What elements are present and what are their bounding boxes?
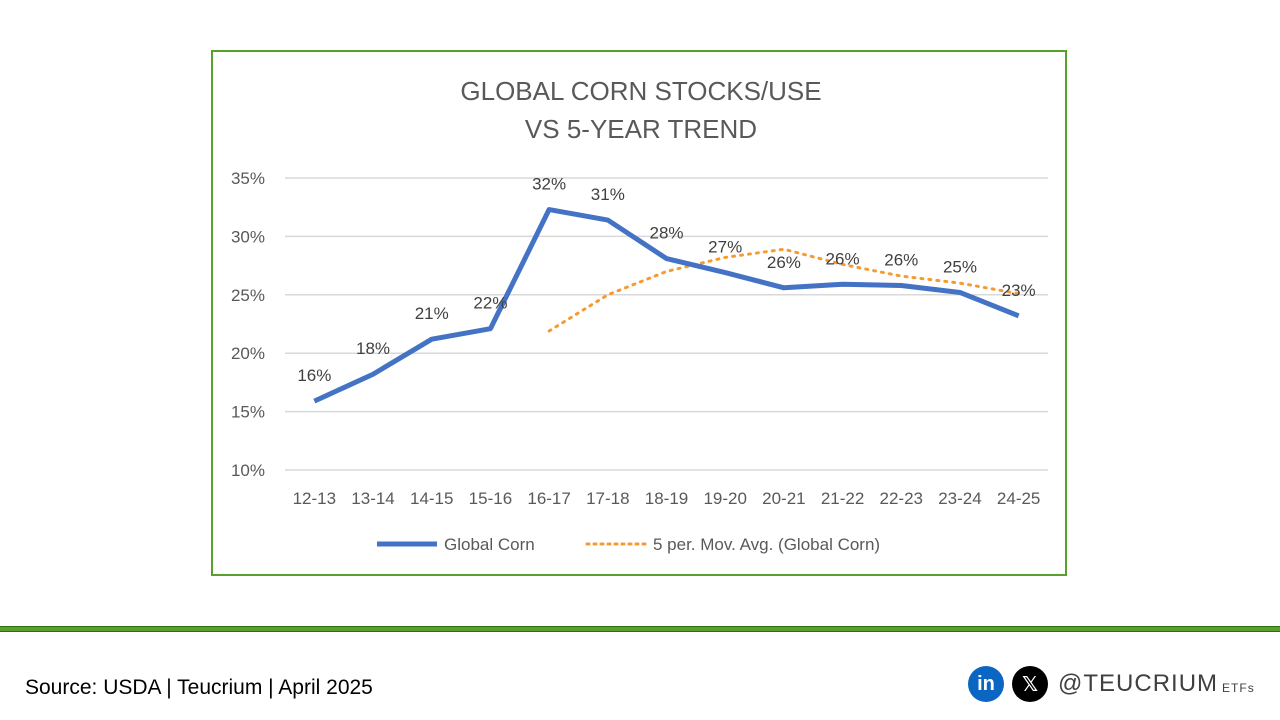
series-layer: [313, 207, 1021, 404]
linkedin-icon[interactable]: in: [968, 666, 1004, 702]
x-tick-label: 21-22: [821, 489, 864, 508]
y-tick-label: 25%: [231, 286, 265, 305]
data-label: 22%: [473, 294, 507, 313]
x-tick-label: 22-23: [880, 489, 923, 508]
data-label: 27%: [708, 238, 742, 257]
series-moving-average-line: [547, 247, 1021, 333]
x-tick-label: 24-25: [997, 489, 1040, 508]
x-tick-label: 13-14: [351, 489, 394, 508]
chart-frame: GLOBAL CORN STOCKS/USE VS 5-YEAR TREND 3…: [211, 50, 1067, 576]
social-links: in 𝕏 @TEUCRIUM ETFs: [968, 664, 1255, 704]
data-label: 23%: [1002, 281, 1036, 300]
x-tick-label: 14-15: [410, 489, 453, 508]
source-note: Source: USDA | Teucrium | April 2025: [25, 676, 373, 699]
x-tick-label: 20-21: [762, 489, 805, 508]
chart-svg: GLOBAL CORN STOCKS/USE VS 5-YEAR TREND 3…: [231, 76, 1048, 554]
y-tick-label: 20%: [231, 344, 265, 363]
x-axis-ticks: 12-13 13-14 14-15 15-16 16-17 17-18 18-19 19-20…: [293, 489, 1041, 508]
data-label: 21%: [415, 304, 449, 323]
x-tick-label: 17-18: [586, 489, 629, 508]
y-axis-ticks: 35% 30% 25% 20% 15% 10%: [231, 169, 265, 480]
y-tick-label: 10%: [231, 461, 265, 480]
x-tick-label: 15-16: [469, 489, 512, 508]
social-handle: @TEUCRIUM: [1058, 670, 1219, 697]
x-tick-label: 19-20: [703, 489, 746, 508]
data-label: 26%: [884, 250, 918, 269]
x-tick-label: 16-17: [527, 489, 570, 508]
data-label: 25%: [943, 257, 977, 276]
x-tick-label: 12-13: [293, 489, 336, 508]
data-label: 32%: [532, 175, 566, 194]
etfs-label: ETFs: [1222, 681, 1255, 695]
series-global-corn-line: [313, 207, 1020, 404]
data-label: 28%: [649, 224, 683, 243]
y-tick-label: 15%: [231, 403, 265, 422]
data-labels: 16% 18% 21% 22% 32% 31% 28% 27% 26% 26% 26% 25% 23%: [297, 175, 1035, 386]
x-icon[interactable]: 𝕏: [1012, 666, 1048, 702]
data-label: 31%: [591, 185, 625, 204]
footer-divider: [0, 626, 1280, 632]
data-label: 26%: [767, 253, 801, 272]
chart-title-line-2: VS 5-YEAR TREND: [525, 114, 757, 144]
chart-title-line-1: GLOBAL CORN STOCKS/USE: [460, 76, 821, 106]
data-label: 16%: [297, 366, 331, 385]
legend: Global Corn 5 per. Mov. Avg. (Global Cor…: [377, 535, 880, 554]
data-label: 18%: [356, 339, 390, 358]
data-label: 26%: [826, 249, 860, 268]
grid-layer: [285, 177, 1048, 471]
x-tick-label: 18-19: [645, 489, 688, 508]
x-tick-label: 23-24: [938, 489, 981, 508]
y-tick-label: 30%: [231, 227, 265, 246]
y-tick-label: 35%: [231, 169, 265, 188]
legend-label-moving-average: 5 per. Mov. Avg. (Global Corn): [653, 535, 880, 554]
legend-label-global-corn: Global Corn: [444, 535, 535, 554]
